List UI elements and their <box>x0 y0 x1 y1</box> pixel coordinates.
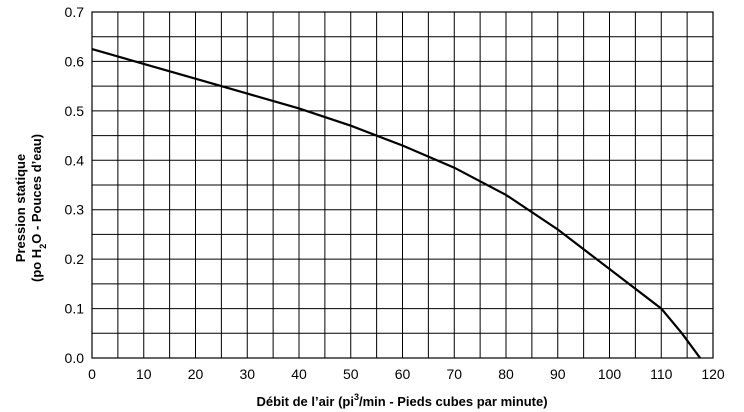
y-tick-label: 0.7 <box>65 4 85 20</box>
x-tick-label: 10 <box>136 366 152 382</box>
y-tick-label: 0.4 <box>65 152 85 168</box>
y-axis-title: Pression statique (po H2O - Pouces d’eau… <box>13 134 48 282</box>
x-tick-label: 0 <box>88 366 96 382</box>
x-tick-label: 20 <box>188 366 204 382</box>
x-tick-label: 100 <box>598 366 622 382</box>
x-tick-label: 120 <box>701 366 725 382</box>
x-tick-label: 40 <box>291 366 307 382</box>
x-tick-label: 80 <box>498 366 514 382</box>
x-tick-label: 50 <box>343 366 359 382</box>
y-tick-label: 0.3 <box>65 202 85 218</box>
x-tick-label: 90 <box>550 366 566 382</box>
grid <box>91 11 714 359</box>
y-tick-label: 0.2 <box>65 251 85 267</box>
y-tick-label: 0.0 <box>65 350 85 366</box>
plot-frame <box>91 11 714 359</box>
series-line <box>91 48 701 359</box>
y-tick-label: 0.6 <box>65 53 85 69</box>
y-axis-title-line1: Pression statique <box>13 154 28 262</box>
y-axis-title-line2: (po H2O - Pouces d’eau) <box>29 134 48 282</box>
x-tick-label: 110 <box>650 366 673 382</box>
x-tick-label: 30 <box>239 366 255 382</box>
tick-labels: 0 10 20 30 40 50 60 70 80 90 100 110 120 0.0 0.1 0.2 0.3… <box>65 4 725 382</box>
x-tick-label: 70 <box>446 366 462 382</box>
x-tick-label: 60 <box>395 366 411 382</box>
y-tick-label: 0.1 <box>65 301 85 317</box>
y-tick-label: 0.5 <box>65 103 85 119</box>
x-axis-title: Débit de l’air (pi3/min - Pieds cubes pa… <box>256 392 547 409</box>
